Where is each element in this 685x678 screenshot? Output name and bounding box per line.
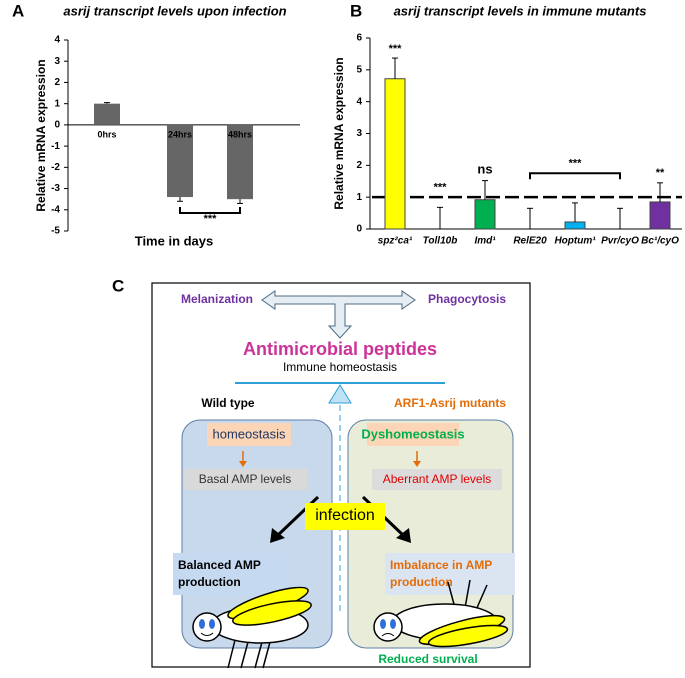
label: Imbalance in AMP [390, 558, 492, 572]
y-tick-label: 1 [356, 192, 362, 203]
box [305, 503, 385, 530]
x-tick-label: Hoptum¹ [554, 236, 596, 247]
bar [384, 78, 406, 230]
bracket [179, 206, 241, 214]
y-axis-label: Relative mRNA expression [34, 59, 48, 211]
bar [94, 103, 120, 125]
heading: Antimicrobial peptides [243, 339, 437, 359]
box [367, 423, 459, 446]
bar [474, 199, 496, 230]
box [173, 553, 290, 595]
label: infection [315, 507, 375, 524]
chart-title: asrij transcript levels in immune mutant… [394, 3, 647, 18]
x-tick-label: 0hrs [97, 129, 116, 139]
label: Balanced AMP [178, 558, 261, 572]
y-tick-label: 3 [356, 128, 362, 139]
y-tick-label: 3 [54, 56, 60, 67]
annotation: *** [434, 182, 448, 194]
label: homeostasis [213, 426, 286, 441]
y-tick-label: 1 [54, 98, 60, 109]
label: Melanization [181, 292, 253, 306]
arrow [396, 528, 411, 543]
x-tick-label: 48hrs [228, 129, 252, 139]
bar [649, 201, 671, 230]
bar [227, 124, 253, 200]
y-tick-label: 0 [54, 120, 60, 131]
annotation: *** [204, 213, 218, 225]
panel-label: B [350, 1, 362, 20]
x-tick-label: spz²ca¹ [378, 236, 413, 247]
label: Basal AMP levels [199, 472, 292, 486]
annotation: *** [389, 43, 403, 55]
y-tick-label: -3 [51, 183, 60, 194]
annotation: ** [656, 167, 665, 179]
fly-icon [373, 579, 509, 648]
x-tick-label: Toll10b [423, 236, 458, 247]
panel-label: A [12, 1, 24, 20]
bracket [529, 172, 621, 180]
fulcrum [328, 384, 352, 404]
x-tick-label: Imd¹ [474, 236, 496, 247]
label: Dyshomeostasis [361, 426, 464, 441]
chart-title: asrij transcript levels upon infection [63, 3, 286, 18]
bar [564, 221, 586, 230]
y-tick-label: -1 [51, 141, 60, 152]
x-tick-label: Pvr/cyO [601, 236, 639, 247]
label: production [390, 575, 453, 589]
panel-label: C [112, 276, 124, 295]
x-tick-label: RelE20 [513, 236, 547, 247]
x-tick-label: Bc¹/cyO [641, 236, 679, 247]
y-tick-label: 4 [54, 35, 60, 46]
y-tick-label: 0 [356, 224, 362, 235]
label: production [178, 575, 241, 589]
annotation: ns [477, 162, 492, 177]
label: Immune homeostasis [283, 360, 397, 374]
x-tick-label: 24hrs [168, 129, 192, 139]
box [207, 423, 291, 446]
label: Phagocytosis [428, 292, 506, 306]
annotation: *** [569, 158, 583, 170]
y-tick-label: -5 [51, 226, 60, 237]
y-tick-label: -2 [51, 162, 60, 173]
y-tick-label: 4 [356, 96, 362, 107]
y-tick-label: 2 [356, 160, 362, 171]
y-tick-label: -4 [51, 204, 60, 215]
box [183, 469, 307, 490]
arrow [270, 528, 285, 543]
y-tick-label: 2 [54, 77, 60, 88]
fly-icon [192, 586, 312, 669]
label: Aberrant AMP levels [383, 472, 492, 486]
arrow [239, 461, 247, 467]
arrows [261, 290, 416, 339]
y-tick-label: 6 [356, 33, 362, 44]
label: Reduced survival [378, 652, 477, 666]
bar [167, 124, 193, 198]
label: ARF1-Asrij mutants [394, 396, 506, 410]
arrow [413, 461, 421, 467]
y-axis-label: Relative mRNA expression [332, 57, 346, 209]
y-tick-label: 5 [356, 64, 362, 75]
box [372, 469, 502, 490]
x-axis-label: Time in days [135, 233, 214, 248]
label: Wild type [201, 396, 255, 410]
